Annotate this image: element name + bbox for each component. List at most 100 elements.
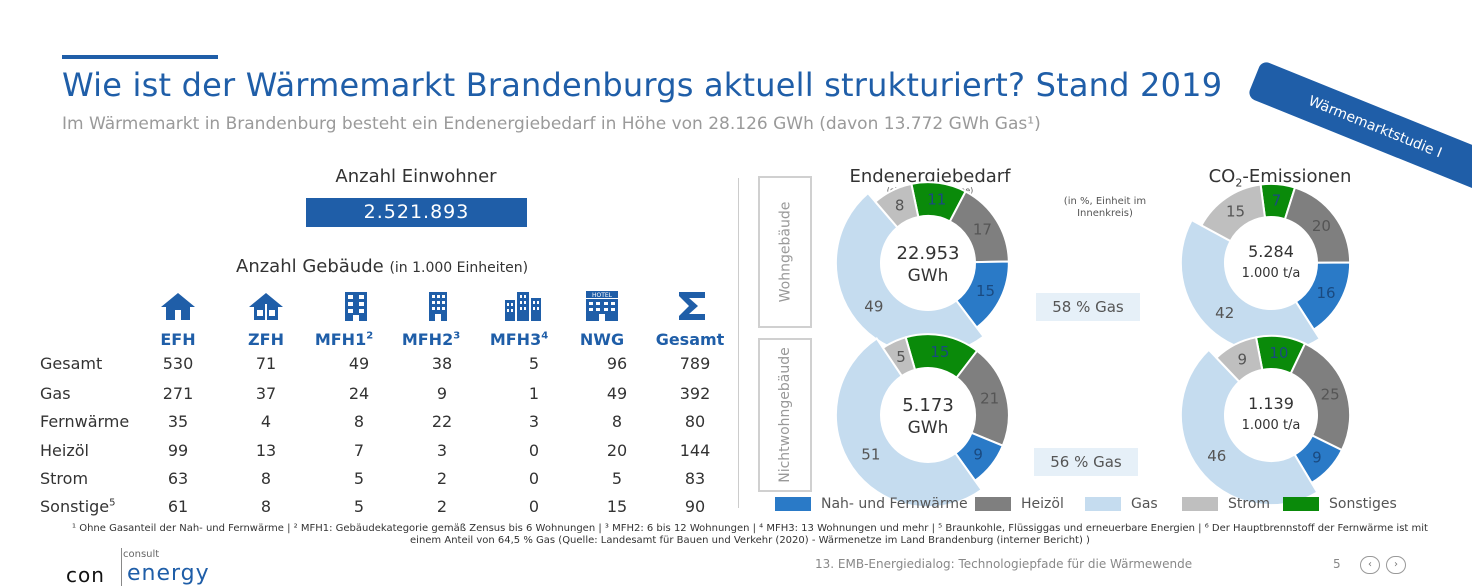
table-cell: 7	[353, 441, 365, 460]
house-icon	[161, 293, 195, 320]
donut-center	[882, 369, 974, 461]
table-cell: 0	[528, 497, 540, 516]
table-row-label: Heizöl	[40, 441, 89, 460]
table-row-label: Fernwärme	[40, 412, 130, 431]
col-header-efh: EFH	[160, 330, 196, 349]
table-row-label: Gesamt	[40, 354, 103, 373]
col-header-mfh1: MFH12	[314, 330, 374, 349]
donut-slice-label: 49	[864, 298, 883, 316]
units-note: (in %, Einheit im Innenkreis)	[1063, 196, 1147, 219]
table-cell: 37	[255, 384, 277, 403]
legend-label: Heizöl	[1021, 496, 1064, 512]
table-cell: 3	[436, 441, 448, 460]
donut-slice-label: 7	[1272, 192, 1282, 210]
legend-label: Strom	[1228, 496, 1271, 512]
endenergie-title: Endenergiebedarf	[849, 166, 1011, 187]
col-header-mfh2: MFH23	[401, 330, 461, 349]
hotel-sign-text: HOTEL	[592, 292, 613, 299]
donut-center-value: 5.284	[1248, 242, 1294, 261]
donut-slice-label: 15	[1226, 202, 1245, 220]
table-cell: 99	[167, 441, 189, 460]
col-header-mfh3: MFH34	[489, 330, 549, 349]
donut-center-unit: GWh	[908, 418, 949, 438]
col-header-gesamt: Gesamt	[655, 330, 725, 349]
double-house-icon	[249, 293, 283, 320]
table-cell: 22	[431, 412, 453, 431]
sigma-icon	[679, 292, 705, 320]
page-subtitle: Im Wärmemarkt in Brandenburg besteht ein…	[62, 114, 1041, 134]
logo-divider	[121, 548, 122, 586]
donut-slice-label: 21	[980, 389, 999, 407]
donut-slice	[834, 337, 984, 509]
legend-item: Heizöl	[975, 495, 1064, 513]
table-cell: 71	[255, 354, 277, 373]
table-cell: 3	[528, 412, 540, 431]
table-cell: 49	[348, 354, 370, 373]
logo-con: con	[66, 563, 105, 587]
donut-slice-label: 9	[973, 446, 983, 464]
donut-slice-label: 10	[1269, 344, 1288, 362]
donut-slice-label: 5	[896, 348, 906, 366]
donut-slice-label: 11	[927, 191, 946, 209]
table-cell: 13	[255, 441, 277, 460]
einwohner-label: Anzahl Einwohner	[335, 166, 497, 187]
donut-center-value: 1.139	[1248, 394, 1294, 413]
table-row-label: Sonstige5	[40, 497, 116, 516]
footer-event-text: 13. EMB-Energiedialog: Technologiepfade …	[815, 557, 1193, 571]
table-cell: 0	[528, 469, 540, 488]
table-cell: 15	[606, 497, 628, 516]
section-divider	[738, 178, 739, 508]
title-accent-line	[62, 55, 218, 59]
table-cell: 63	[167, 469, 189, 488]
donut-slice-label: 9	[1312, 448, 1322, 466]
table-cell: 20	[606, 441, 628, 460]
table-cell: 5	[353, 469, 365, 488]
table-cell: 38	[431, 354, 453, 373]
next-page-button[interactable]: ›	[1386, 556, 1406, 574]
donut-slice-label: 9	[1238, 350, 1248, 368]
donut-slice-label: 25	[1321, 386, 1340, 404]
table-cell: 2	[436, 469, 448, 488]
donut-center-unit: 1.000 t/a	[1242, 266, 1301, 281]
donut-center-value: 5.173	[902, 395, 954, 416]
table-cell: 24	[348, 384, 370, 403]
table-row-label: Strom	[40, 469, 89, 488]
table-cell: 2	[436, 497, 448, 516]
legend-label: Nah- und Fernwärme	[821, 496, 968, 512]
table-cell: 9	[436, 384, 448, 403]
table-cell: 35	[167, 412, 189, 431]
table-cell: 49	[606, 384, 628, 403]
table-cell: 5	[528, 354, 540, 373]
donut-slice-label: 20	[1312, 217, 1331, 235]
donut-slice-label: 8	[895, 197, 905, 215]
table-cell: 271	[162, 384, 194, 403]
donut-center-unit: GWh	[908, 266, 949, 286]
gebaeude-unit: (in 1.000 Einheiten)	[389, 260, 529, 276]
legend-swatch	[975, 497, 1011, 511]
legend-label: Gas	[1131, 496, 1158, 512]
table-row-label: Gas	[40, 384, 71, 403]
donut-center-value: 22.953	[897, 243, 960, 264]
table-cell: 530	[162, 354, 194, 373]
legend-label: Sonstiges	[1329, 496, 1397, 512]
legend-item: Sonstiges	[1283, 495, 1397, 513]
tall-building-icon	[429, 292, 447, 321]
prev-page-button[interactable]: ‹	[1360, 556, 1380, 574]
table-cell: 96	[606, 354, 628, 373]
table-cell: 4	[260, 412, 272, 431]
row-box-nichtwohngebaeude: Nichtwohngebäude	[758, 338, 812, 492]
gas-share-callout-nichtwohn: 56 % Gas	[1034, 448, 1138, 476]
table-cell: 5	[353, 497, 365, 516]
page-title: Wie ist der Wärmemarkt Brandenburgs aktu…	[62, 66, 1223, 104]
legend-item: Strom	[1182, 495, 1270, 513]
co2-title: CO2-Emissionen	[1208, 166, 1352, 190]
donut-slice	[1214, 336, 1264, 384]
donut-slice	[1179, 348, 1319, 507]
row-box-wohngebaeude: Wohngebäude	[758, 176, 812, 328]
footnote: ¹ Ohne Gasanteil der Nah- und Fernwärme …	[72, 523, 1428, 546]
table-cell: 0	[528, 441, 540, 460]
table-cell: 83	[684, 469, 706, 488]
legend-swatch	[1085, 497, 1121, 511]
donut-center	[1226, 370, 1316, 460]
